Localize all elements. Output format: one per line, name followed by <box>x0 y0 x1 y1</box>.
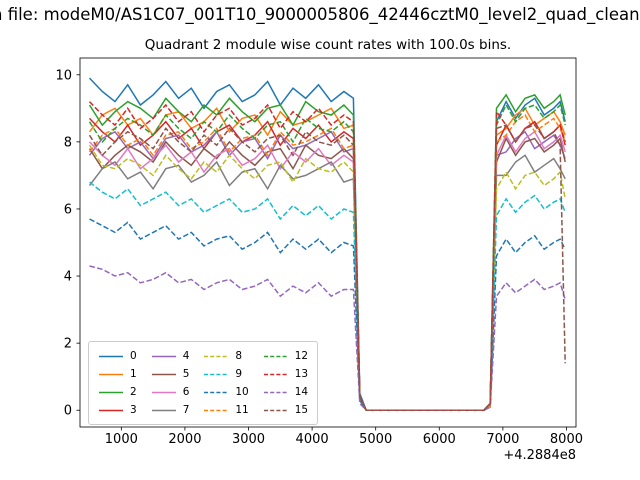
y-tick-label: 8 <box>64 135 72 150</box>
legend-label: 0 <box>130 350 137 362</box>
legend-line-sample <box>263 373 288 375</box>
legend-line-sample <box>151 355 176 357</box>
legend-line-sample <box>99 391 123 393</box>
series-line-13 <box>88 101 566 411</box>
legend-item-12: 12 <box>263 348 308 364</box>
x-tick-label: 7000 <box>486 432 519 447</box>
legend-item-10: 10 <box>203 384 249 400</box>
x-axis-offset-label: +4.2884e8 <box>503 448 576 463</box>
legend-line-sample <box>204 409 229 411</box>
y-tick-label: 0 <box>64 404 72 419</box>
legend-item-9: 9 <box>203 366 248 382</box>
figure-suptitle: n file: modeM0/AS1C07_001T10_9000005806_… <box>0 5 640 24</box>
legend-label: 12 <box>294 350 309 362</box>
legend-line-sample <box>99 355 123 357</box>
series-line-10 <box>89 218 566 411</box>
legend-line-sample <box>99 373 123 375</box>
legend-item-6: 6 <box>151 384 190 400</box>
series-line-12 <box>88 103 566 411</box>
legend-label: 3 <box>130 404 137 416</box>
series-line-11 <box>88 113 566 411</box>
x-tick-label: 1000 <box>105 432 138 447</box>
y-tick-label: 2 <box>64 337 72 352</box>
legend-line-sample <box>204 373 229 375</box>
legend-item-13: 13 <box>263 366 308 382</box>
legend-line-sample <box>151 391 176 393</box>
series-line-7 <box>88 154 566 411</box>
legend-label: 6 <box>182 386 190 398</box>
series-line-15 <box>88 124 566 411</box>
series-line-2 <box>88 93 566 411</box>
series-line-8 <box>88 144 566 411</box>
legend-line-sample <box>204 391 229 393</box>
legend-item-0: 0 <box>98 348 137 364</box>
legend-line-sample <box>263 355 288 357</box>
legend-line-sample <box>151 409 176 411</box>
series-line-9 <box>89 181 566 411</box>
legend-item-7: 7 <box>151 402 190 418</box>
legend-label: 9 <box>235 368 243 380</box>
legend-label: 4 <box>182 350 190 362</box>
legend-label: 11 <box>235 404 249 416</box>
axes-title: Quadrant 2 module wise count rates with … <box>144 37 512 53</box>
x-tick-label: 2000 <box>168 432 201 447</box>
legend-item-8: 8 <box>203 348 248 364</box>
legend-item-14: 14 <box>263 384 308 400</box>
y-tick-label: 4 <box>64 270 72 285</box>
x-tick-label: 6000 <box>423 432 456 447</box>
legend-line-sample <box>204 355 229 357</box>
legend-label: 14 <box>294 386 309 398</box>
legend-item-11: 11 <box>203 402 249 418</box>
legend-label: 1 <box>130 368 137 380</box>
legend-item-4: 4 <box>151 348 190 364</box>
legend-line-sample <box>151 373 176 375</box>
legend: 0 1 2 3 4 5 6 7 8 9 10 11 12 13 14 15 <box>88 341 319 425</box>
x-tick-label: 8000 <box>550 432 583 447</box>
x-tick-label: 3000 <box>232 432 265 447</box>
legend-label: 15 <box>294 404 309 416</box>
series-line-5 <box>88 136 566 411</box>
legend-label: 2 <box>130 386 137 398</box>
series-line-14 <box>89 265 566 411</box>
legend-item-5: 5 <box>151 366 190 382</box>
legend-label: 8 <box>235 350 243 362</box>
y-tick-label: 6 <box>64 202 72 217</box>
legend-line-sample <box>263 409 288 411</box>
x-tick-label: 4000 <box>296 432 329 447</box>
legend-label: 13 <box>294 368 309 380</box>
legend-line-sample <box>263 391 288 393</box>
series-group <box>88 77 566 411</box>
x-tick-label: 5000 <box>359 432 392 447</box>
series-line-1 <box>88 107 566 411</box>
y-tick-label: 10 <box>55 68 72 83</box>
legend-item-15: 15 <box>263 402 308 418</box>
series-line-0 <box>88 77 566 411</box>
axes-spines <box>79 57 577 428</box>
legend-label: 5 <box>182 368 190 380</box>
legend-item-2: 2 <box>98 384 137 400</box>
legend-item-3: 3 <box>98 402 137 418</box>
legend-line-sample <box>99 409 123 411</box>
series-line-6 <box>88 130 566 411</box>
legend-item-1: 1 <box>98 366 137 382</box>
legend-label: 7 <box>182 404 190 416</box>
legend-label: 10 <box>235 386 249 398</box>
